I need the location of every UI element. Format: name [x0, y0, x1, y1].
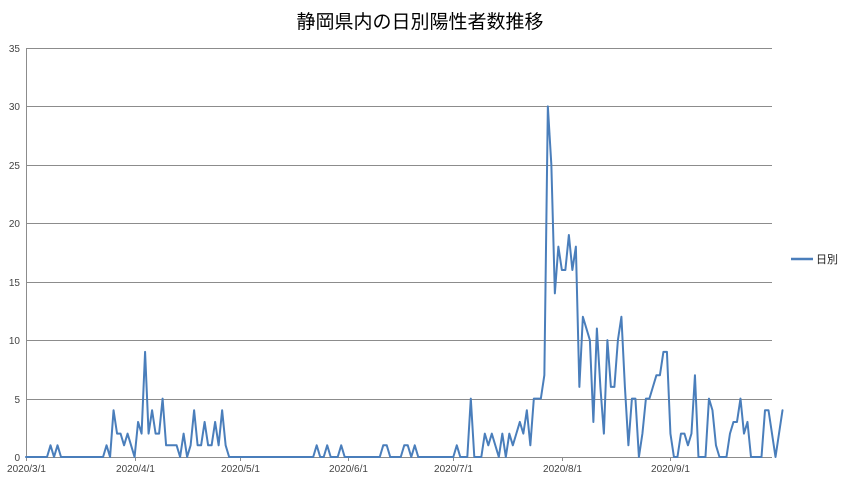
x-tick-label: 2020/9/1	[651, 464, 690, 475]
y-tick-label: 35	[9, 44, 21, 55]
y-tick-label: 25	[9, 161, 21, 172]
x-axis-ticks: 2020/3/1 2020/4/1 2020/5/1 2020/6/1 2020/7/1…	[7, 457, 690, 475]
y-axis-ticks: 0 5 10 15 20 25 30 35	[9, 44, 21, 464]
x-tick-label: 2020/6/1	[329, 464, 368, 475]
x-tick-label: 2020/5/1	[221, 464, 260, 475]
y-tick-label: 15	[9, 278, 21, 289]
series-layer	[25, 105, 784, 458]
x-tick-label: 2020/7/1	[434, 464, 473, 475]
y-tick-label: 5	[14, 395, 20, 406]
gridlines	[26, 48, 772, 458]
y-tick-label: 10	[9, 336, 21, 347]
legend: 日別	[791, 253, 838, 266]
series-line-0	[25, 105, 784, 458]
y-tick-label: 30	[9, 102, 21, 113]
y-tick-label: 20	[9, 219, 21, 230]
x-tick-label: 2020/8/1	[543, 464, 582, 475]
y-tick-label: 0	[14, 453, 20, 464]
legend-label-daily: 日別	[816, 253, 838, 266]
x-tick-label: 2020/3/1	[7, 464, 46, 475]
chart-title: 静岡県内の日別陽性者数推移	[296, 11, 543, 33]
x-tick-label: 2020/4/1	[116, 464, 155, 475]
